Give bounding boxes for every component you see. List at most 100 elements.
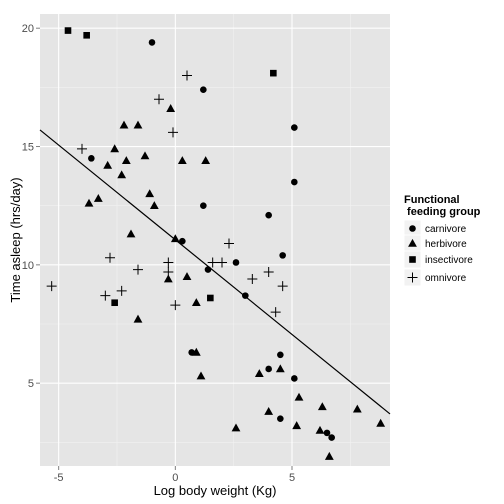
point-carnivore [279,252,286,259]
point-herbivore [191,347,201,356]
point-omnivore [270,307,281,318]
panel-background [40,14,390,466]
x-tick-label: 5 [289,472,295,484]
point-herbivore [163,274,173,283]
legend-title-line-1: Functional [404,194,460,206]
point-omnivore [133,264,143,275]
point-omnivore [170,300,181,311]
point-insectivore [270,69,277,77]
legend-label-carnivore: carnivore [425,224,467,235]
legend-key-omnivore [407,272,418,283]
y-tick-label: 15 [22,142,34,154]
point-carnivore [291,375,298,382]
point-herbivore [292,421,302,430]
point-omnivore [163,266,174,277]
point-herbivore [352,404,362,413]
point-herbivore [166,104,176,112]
point-carnivore [328,434,335,441]
point-insectivore [207,294,214,302]
point-carnivore [265,365,272,373]
point-omnivore [217,257,227,268]
point-insectivore [111,299,118,307]
point-herbivore [324,451,334,460]
point-herbivore [93,193,103,202]
point-herbivore [231,423,241,432]
point-herbivore [376,418,386,427]
point-omnivore [100,290,111,301]
y-tick-label: 5 [28,378,34,390]
point-carnivore [88,155,95,162]
legend-label-omnivore: omnivore [425,273,467,284]
point-herbivore [140,151,150,160]
point-carnivore [291,178,298,186]
point-herbivore [121,156,131,165]
point-carnivore [232,259,240,266]
point-herbivore [264,406,274,415]
point-herbivore [191,298,201,307]
point-carnivore [242,292,249,299]
point-carnivore [291,124,298,131]
point-herbivore [149,201,159,209]
legend: Functional feeding group carnivore herbi… [403,194,481,287]
y-axis: 5 10 15 20 [22,23,40,390]
point-herbivore [315,425,325,434]
x-axis: -5 0 5 [54,466,295,484]
legend-label-insectivore: insectivore [425,255,473,266]
point-herbivore [133,314,143,323]
point-herbivore [275,364,285,373]
point-carnivore [200,86,207,94]
point-herbivore [294,392,304,401]
point-omnivore [154,94,164,105]
legend-key-herbivore [408,238,417,247]
point-omnivore [207,257,218,268]
point-carnivore [200,202,207,209]
point-carnivore [179,237,186,245]
point-omnivore [77,143,87,154]
point-omnivore [224,238,234,249]
point-omnivore [46,281,57,292]
point-carnivore [148,39,156,46]
point-carnivore [323,429,331,437]
y-axis-title: Time asleep (hrs/day) [8,177,23,302]
point-insectivore [83,31,90,39]
legend-label-herbivore: herbivore [425,239,467,250]
point-omnivore [168,127,178,138]
x-tick-label: 0 [172,472,178,484]
point-omnivore [263,266,274,277]
minor-gridlines [40,14,390,466]
point-herbivore [110,144,120,153]
point-carnivore [277,415,284,422]
point-herbivore [254,369,264,378]
legend-title-line-2: feeding group [404,206,481,218]
regression-line [39,129,391,415]
point-herbivore [103,160,113,169]
point-herbivore [196,371,206,380]
point-omnivore [116,285,127,296]
y-tick-label: 20 [22,23,34,35]
point-herbivore [170,234,180,243]
point-carnivore [277,351,284,359]
x-tick-label: -5 [54,472,64,484]
point-herbivore [117,170,127,179]
point-herbivore [201,156,211,165]
point-herbivore [126,229,136,238]
point-omnivore [163,257,174,268]
point-omnivore [105,252,115,263]
legend-key-carnivore [409,225,416,232]
point-herbivore [133,120,143,129]
y-tick-label: 10 [22,260,34,272]
point-herbivore [317,402,327,411]
legend-key-insectivore [409,256,416,263]
point-omnivore [182,70,192,81]
point-herbivore [182,272,192,280]
point-carnivore [265,211,272,219]
x-axis-title: Log body weight (Kg) [154,483,277,498]
point-carnivore [204,266,212,273]
data-points [46,27,386,460]
point-omnivore [277,281,288,292]
point-herbivore [119,120,129,129]
point-herbivore [177,156,187,165]
point-herbivore [145,189,155,198]
point-herbivore [84,198,94,207]
